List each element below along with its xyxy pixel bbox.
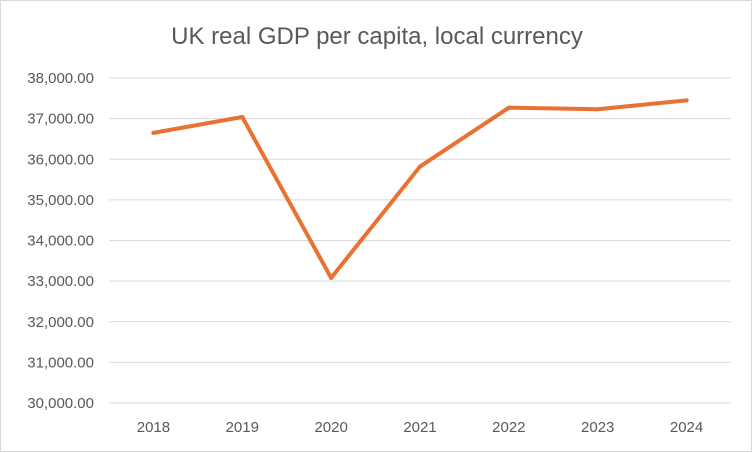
- y-tick-label: 38,000.00: [27, 70, 94, 87]
- series-line-0: [151, 98, 689, 280]
- data-point-2021: [418, 164, 422, 169]
- x-axis-tick-labels: 2018 2019 2020 2021 2022 2023 2024: [137, 419, 704, 436]
- y-tick-label: 30,000.00: [27, 395, 94, 412]
- x-tick-label: 2022: [492, 419, 525, 436]
- x-tick-label: 2024: [670, 419, 703, 436]
- gridlines: [109, 77, 731, 404]
- y-tick-label: 32,000.00: [27, 314, 94, 331]
- series-group: [151, 98, 689, 280]
- data-point-2018: [151, 130, 156, 135]
- data-point-2024: [684, 98, 689, 103]
- y-tick-label: 31,000.00: [27, 354, 94, 371]
- chart-title: UK real GDP per capita, local currency: [171, 23, 583, 50]
- y-tick-label: 33,000.00: [27, 273, 94, 290]
- data-point-2020: [329, 275, 334, 280]
- x-tick-label: 2020: [314, 419, 347, 436]
- data-point-2019: [240, 115, 245, 119]
- y-tick-label: 35,000.00: [27, 192, 94, 209]
- x-tick-label: 2023: [581, 419, 614, 436]
- y-axis-tick-labels: 30,000.00 31,000.00 32,000.00 33,000.00 34,0…: [27, 70, 94, 412]
- y-tick-label: 34,000.00: [27, 233, 94, 250]
- x-tick-label: 2021: [403, 419, 436, 436]
- y-tick-label: 37,000.00: [27, 111, 94, 128]
- x-tick-label: 2018: [137, 419, 170, 436]
- y-tick-label: 36,000.00: [27, 151, 94, 168]
- x-tick-label: 2019: [226, 419, 259, 436]
- data-point-2022: [506, 105, 511, 110]
- data-point-2023: [595, 107, 600, 112]
